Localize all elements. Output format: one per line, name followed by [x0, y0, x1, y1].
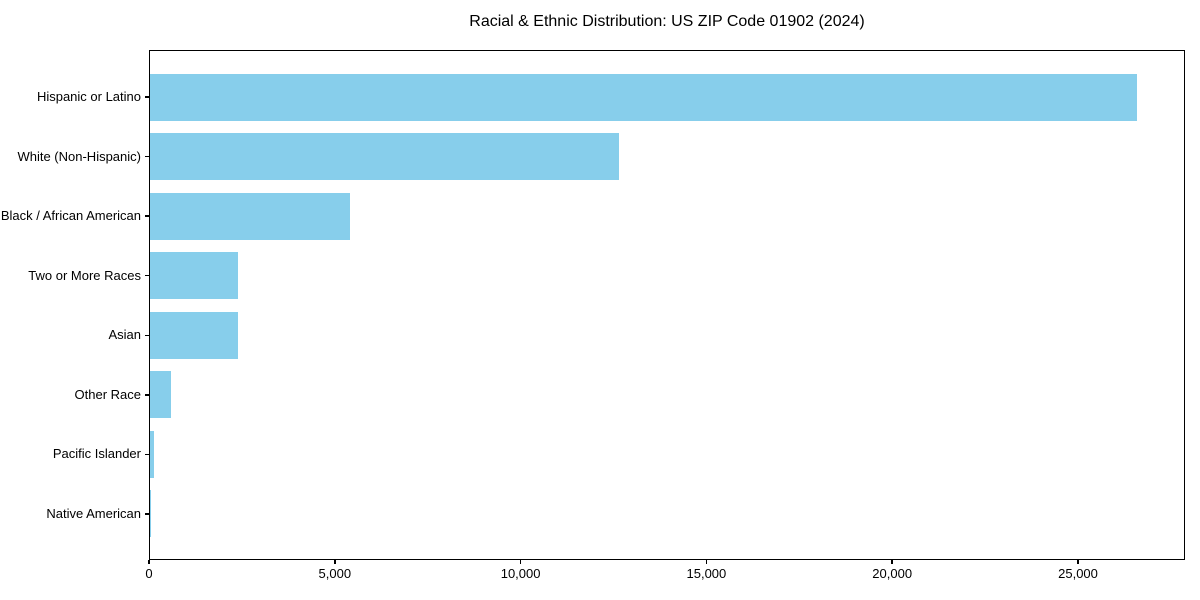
- x-tick-mark: [705, 560, 708, 564]
- y-tick-mark: [145, 334, 149, 337]
- y-tick-label: Black / African American: [0, 208, 141, 224]
- x-tick-label: 15,000: [686, 566, 727, 581]
- x-tick-mark: [334, 560, 336, 564]
- y-tick-mark: [145, 513, 149, 515]
- plot-area: [149, 50, 1185, 560]
- x-tick-mark: [891, 560, 893, 564]
- y-tick-label: Two or More Races: [28, 267, 141, 283]
- bar-pacific-islander: [150, 430, 154, 478]
- x-tick-label: 25,000: [1058, 566, 1098, 581]
- bar-white-non-hispanic: [150, 133, 619, 181]
- bar-other-race: [150, 371, 172, 419]
- x-tick-mark: [519, 560, 522, 564]
- y-tick-label: Asian: [108, 327, 141, 343]
- bar-black-african-american: [150, 192, 351, 240]
- chart-title: Racial & Ethnic Distribution: US ZIP Cod…: [469, 13, 865, 30]
- y-tick-mark: [145, 453, 149, 456]
- y-tick-label: Native American: [46, 505, 141, 521]
- y-tick-label: Hispanic or Latino: [36, 89, 141, 104]
- bar-native-american: [150, 490, 151, 538]
- y-tick-label: White (Non-Hispanic): [17, 148, 141, 164]
- bar-hispanic-or-latino: [150, 73, 1137, 121]
- y-tick-mark: [145, 96, 149, 98]
- y-tick-mark: [145, 274, 149, 277]
- x-tick-label: 20,000: [872, 566, 913, 581]
- y-tick-label: Other Race: [74, 386, 141, 402]
- x-tick-mark: [148, 560, 150, 564]
- y-tick-mark: [145, 155, 149, 158]
- x-tick-mark: [1077, 560, 1079, 564]
- bar-asian: [150, 311, 239, 359]
- bar-two-or-more-races: [150, 252, 239, 300]
- y-tick-mark: [145, 215, 149, 217]
- x-tick-label: 5,000: [318, 566, 352, 581]
- y-tick-label: Pacific Islander: [52, 446, 141, 462]
- x-tick-label: 10,000: [500, 566, 541, 581]
- y-tick-mark: [145, 394, 149, 396]
- x-tick-label: 0: [145, 566, 153, 581]
